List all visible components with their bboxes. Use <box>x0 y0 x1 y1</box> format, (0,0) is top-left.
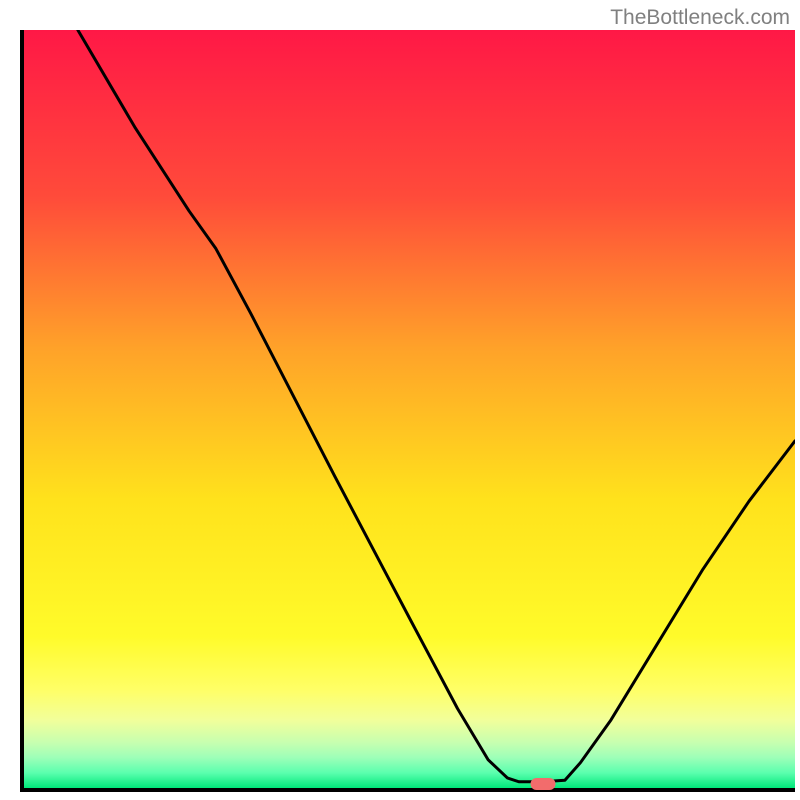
optimal-point-marker <box>531 778 556 790</box>
chart-container: TheBottleneck.com <box>0 0 800 800</box>
plot-area <box>20 30 795 792</box>
curve-path <box>78 30 795 782</box>
watermark-text: TheBottleneck.com <box>610 6 790 30</box>
bottleneck-curve <box>24 30 795 788</box>
